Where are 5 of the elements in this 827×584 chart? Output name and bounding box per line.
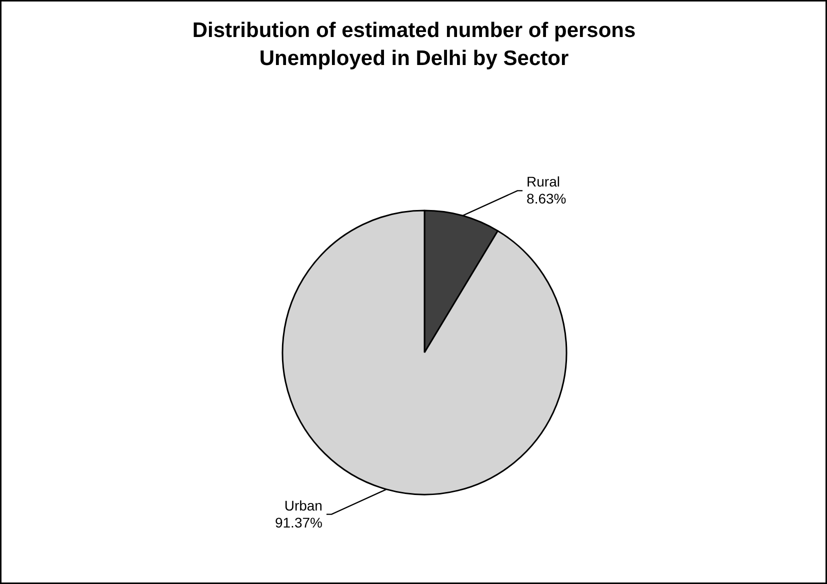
data-label: 8.63% xyxy=(526,190,566,207)
slice-label: Urban xyxy=(284,497,322,514)
slice-label: Rural xyxy=(526,174,560,190)
chart-title: Distribution of estimated number of persons Unemployed in Delhi by Sector xyxy=(192,19,636,70)
data-label: 91.37% xyxy=(274,514,322,530)
